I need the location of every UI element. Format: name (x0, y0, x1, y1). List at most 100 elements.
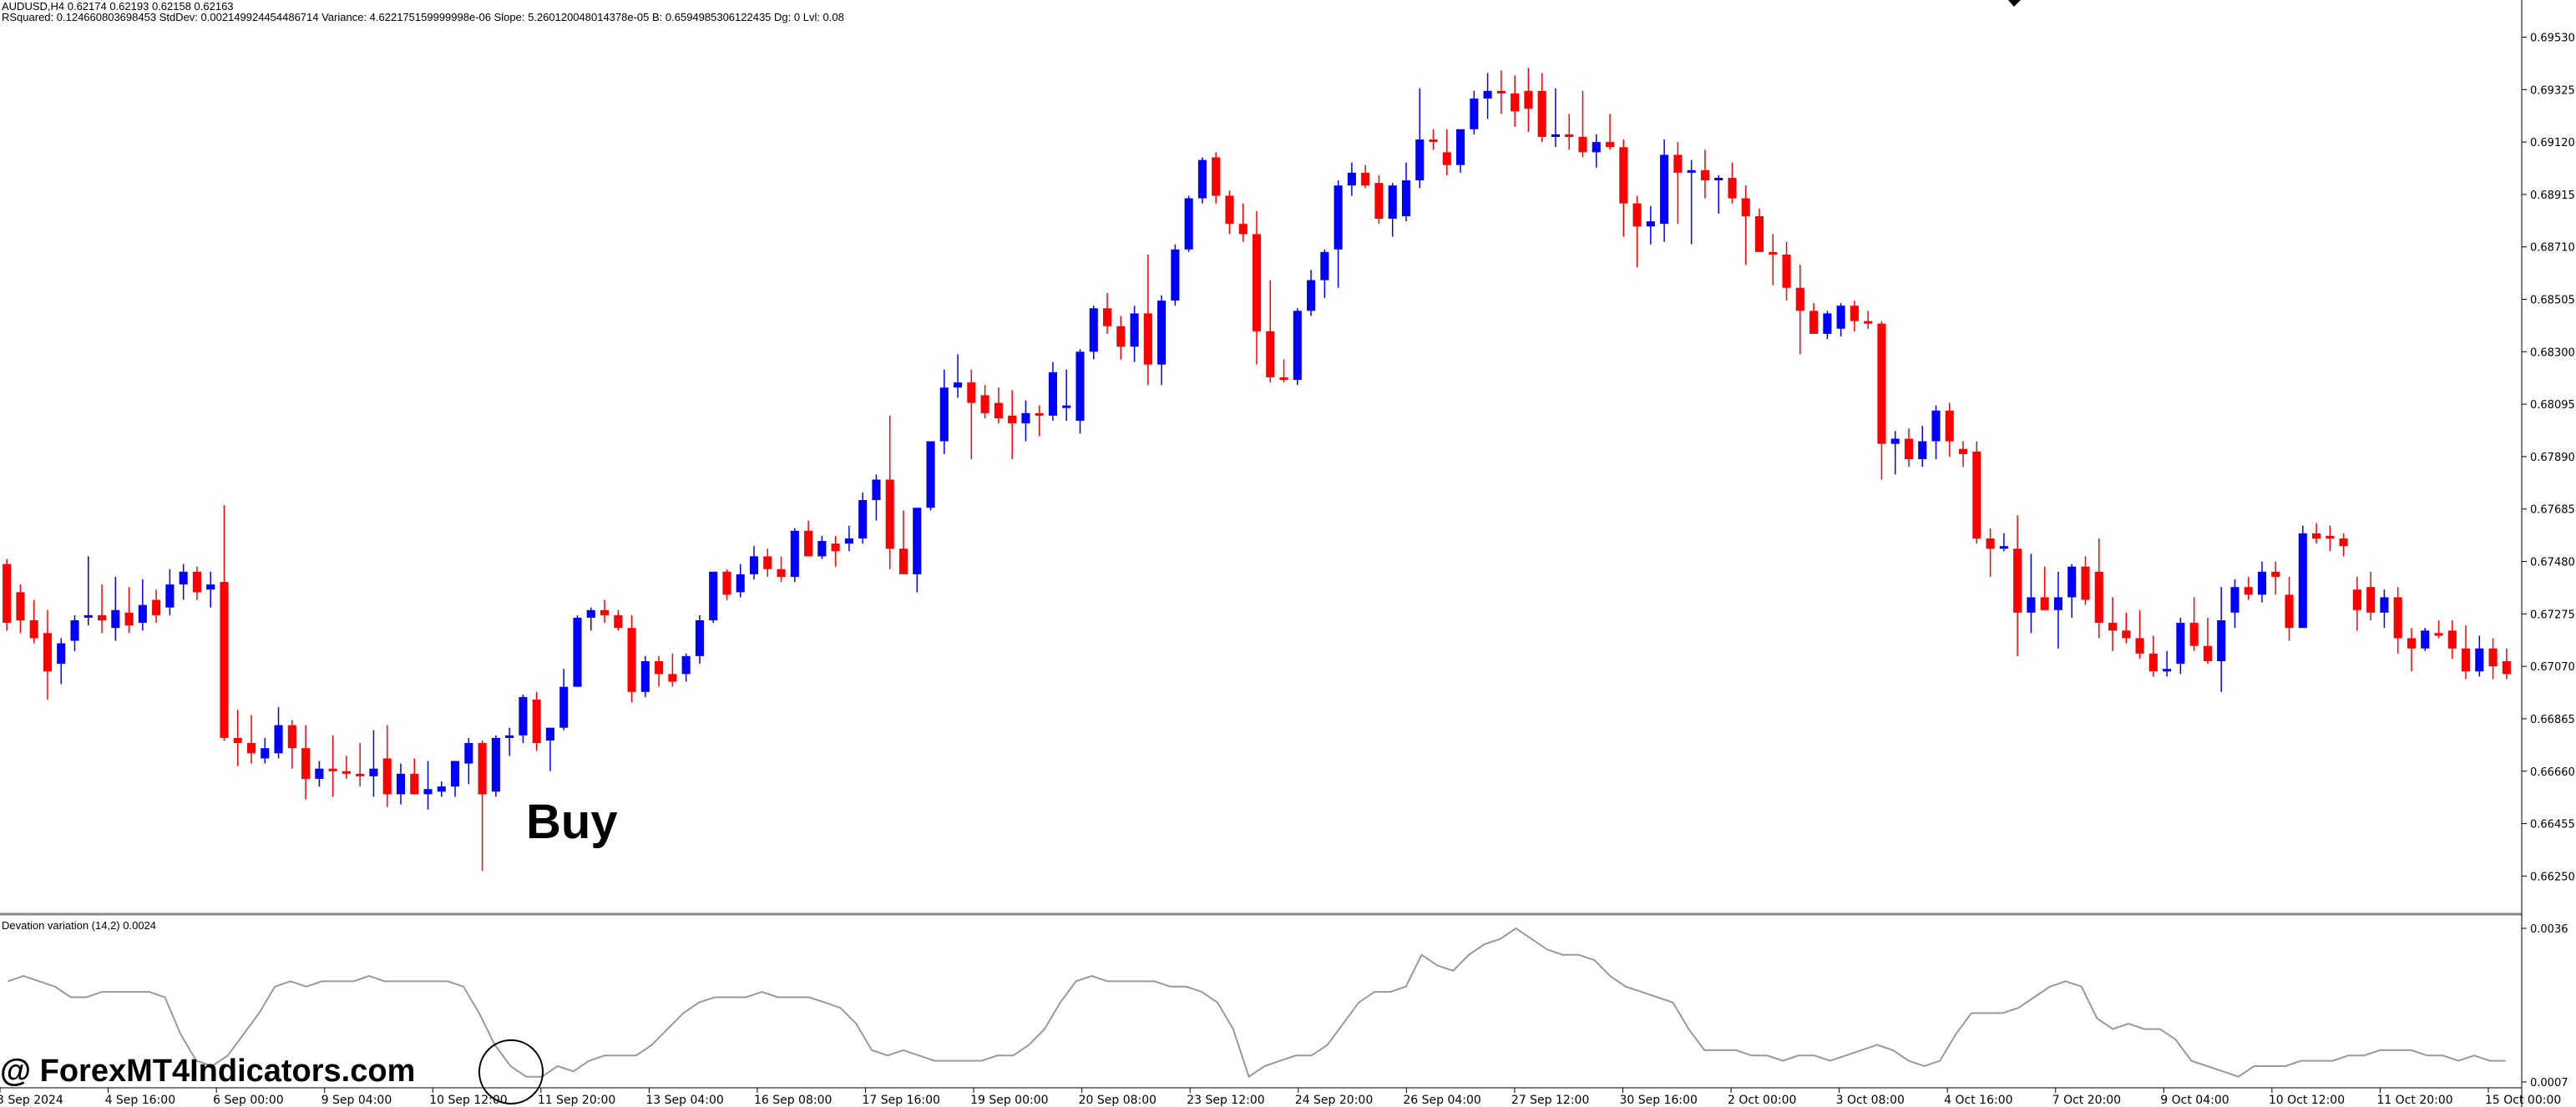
candle-body (410, 773, 419, 795)
candle (668, 653, 677, 687)
candle (1700, 149, 1709, 199)
candle-body (1728, 178, 1737, 199)
candle-body (505, 735, 514, 738)
candle (97, 584, 107, 634)
candle (220, 505, 229, 741)
candle-body (1605, 142, 1615, 148)
candle (831, 535, 840, 567)
candle-body (519, 696, 528, 735)
candle-body (2462, 648, 2471, 672)
time-tick-label: 7 Oct 20:00 (2052, 1094, 2121, 1107)
candle-body (1660, 154, 1669, 225)
candle (138, 579, 147, 631)
candle-body (2027, 597, 2036, 613)
candle (2421, 628, 2430, 651)
candle-body (1687, 169, 1696, 173)
price-tick-label: 0.66660 (2530, 766, 2575, 779)
candle (1075, 349, 1085, 434)
candle (614, 609, 623, 631)
candle-body (1320, 251, 1329, 281)
candle (342, 756, 351, 779)
candle (1959, 441, 1968, 468)
candle (532, 691, 541, 751)
candle-body (1782, 254, 1791, 288)
candle (206, 571, 215, 608)
time-tick-label: 2 Oct 00:00 (1728, 1094, 1796, 1107)
candle-body (1429, 139, 1438, 143)
candle-body (2475, 648, 2484, 672)
candle-body (1347, 172, 1356, 186)
candle (1986, 528, 1995, 577)
candle-body (586, 609, 595, 618)
candle (519, 694, 528, 744)
candle (2081, 556, 2090, 605)
candle (1864, 311, 1873, 329)
candle (640, 655, 650, 697)
candle-body (1836, 306, 1845, 329)
candle (1999, 533, 2008, 552)
candle (16, 584, 25, 634)
shift-marker-icon[interactable] (2008, 0, 2021, 7)
candle-body (1266, 331, 1275, 377)
price-tick-label: 0.66250 (2530, 871, 2575, 883)
candle-body (1279, 377, 1288, 381)
time-tick-label: 27 Sep 12:00 (1511, 1094, 1589, 1107)
candle (2475, 635, 2484, 677)
watermark: @ ForexMT4Indicators.com (0, 1054, 416, 1089)
candle-body (2421, 630, 2430, 649)
candle (2189, 597, 2199, 651)
candle-body (491, 737, 500, 792)
candle-body (70, 620, 79, 641)
candle-body (1470, 99, 1479, 129)
candle-body (600, 609, 610, 615)
candle-body (1130, 313, 1139, 347)
candle-body (206, 584, 215, 590)
candle (709, 571, 718, 624)
candle-body (179, 571, 188, 585)
candle (1728, 162, 1737, 204)
candle (1470, 90, 1479, 134)
candle (1769, 234, 1778, 286)
candle-body (1456, 129, 1465, 165)
candle (939, 369, 949, 454)
time-tick-label: 15 Oct 00:00 (2485, 1094, 2561, 1107)
candle-body (858, 500, 868, 538)
candle-body (1986, 538, 1995, 549)
candle-body (342, 771, 351, 774)
candle (1483, 73, 1492, 119)
candle (2271, 561, 2280, 595)
price-tick-label: 0.69120 (2530, 137, 2575, 149)
candle-body (2217, 620, 2226, 662)
candle-body (1809, 311, 1819, 334)
time-tick-label: 11 Oct 20:00 (2376, 1094, 2452, 1107)
candle (2434, 620, 2443, 639)
time-tick-label: 24 Sep 20:00 (1295, 1094, 1373, 1107)
candle (817, 535, 827, 559)
candle (804, 520, 813, 557)
candle (898, 510, 908, 574)
candle (1877, 321, 1886, 480)
candle (1850, 301, 1859, 331)
candle-body (1931, 410, 1941, 442)
candle-body (111, 609, 120, 629)
candle-body (926, 441, 935, 508)
candle-body (2406, 638, 2417, 649)
candle (681, 653, 691, 682)
candle (356, 743, 365, 787)
candle (3, 559, 12, 631)
time-tick-label: 9 Oct 04:00 (2160, 1094, 2229, 1107)
candle-body (2434, 633, 2443, 636)
time-tick-label: 10 Sep 12:00 (429, 1094, 507, 1107)
candle-body (2203, 645, 2212, 662)
candle-body (722, 571, 731, 595)
price-tick-label: 0.68505 (2530, 295, 2575, 307)
price-tick-label: 0.67890 (2530, 452, 2575, 464)
candle-body (1225, 195, 1234, 225)
candle (315, 761, 324, 787)
candle-body (980, 395, 989, 413)
candle (913, 508, 922, 593)
indicator-axis: 0.0036 0.0007 (2522, 923, 2568, 1089)
candle-body (763, 556, 772, 569)
candle-body (573, 617, 582, 687)
